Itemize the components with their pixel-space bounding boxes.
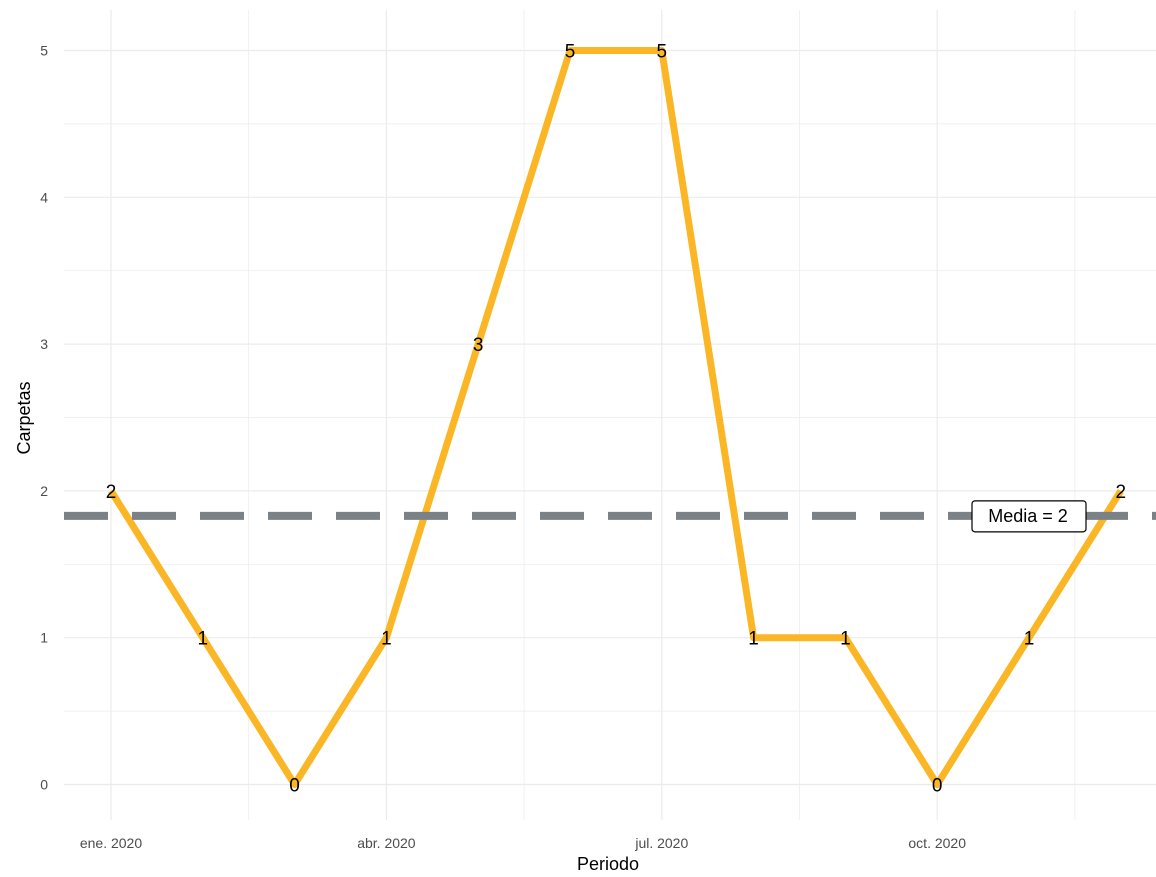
data-label: 0	[932, 776, 943, 797]
mean-label: Media = 2	[988, 506, 1068, 526]
x-tick-label: ene. 2020	[80, 835, 142, 851]
data-labels: 2 1 0 1 3 5 5 1 1 0 1 2	[106, 42, 1126, 797]
y-tick-label: 1	[40, 630, 48, 646]
y-axis-title: Carpetas	[14, 381, 34, 454]
y-tick-label: 2	[40, 483, 48, 499]
y-tick-label: 5	[40, 43, 48, 59]
data-label: 1	[1024, 629, 1035, 650]
data-label: 5	[565, 42, 576, 63]
y-tick-label: 3	[40, 336, 48, 352]
grid-lines	[64, 10, 1156, 820]
data-label: 3	[473, 335, 484, 356]
data-label: 1	[198, 629, 209, 650]
data-label: 1	[381, 629, 392, 650]
series-line-group	[108, 47, 1124, 788]
mean-label-box	[971, 500, 1087, 533]
data-label: 1	[840, 629, 851, 650]
series-line	[108, 47, 1124, 788]
y-tick-label: 4	[40, 189, 48, 205]
data-label: 2	[1116, 482, 1127, 503]
x-tick-label: jul. 2020	[634, 835, 688, 851]
y-axis-ticks: 0 1 2 3 4 5	[40, 43, 48, 793]
x-tick-label: oct. 2020	[908, 835, 966, 851]
mean-line-group: Media = 2	[64, 500, 1156, 533]
x-tick-label: abr. 2020	[357, 835, 416, 851]
data-label: 1	[748, 629, 759, 650]
data-label: 0	[289, 776, 300, 797]
data-label: 5	[657, 42, 668, 63]
data-label: 2	[106, 482, 117, 503]
y-tick-label: 0	[40, 777, 48, 793]
x-axis-title: Periodo	[577, 854, 639, 874]
x-axis-ticks: ene. 2020 abr. 2020 jul. 2020 oct. 2020	[80, 835, 966, 851]
